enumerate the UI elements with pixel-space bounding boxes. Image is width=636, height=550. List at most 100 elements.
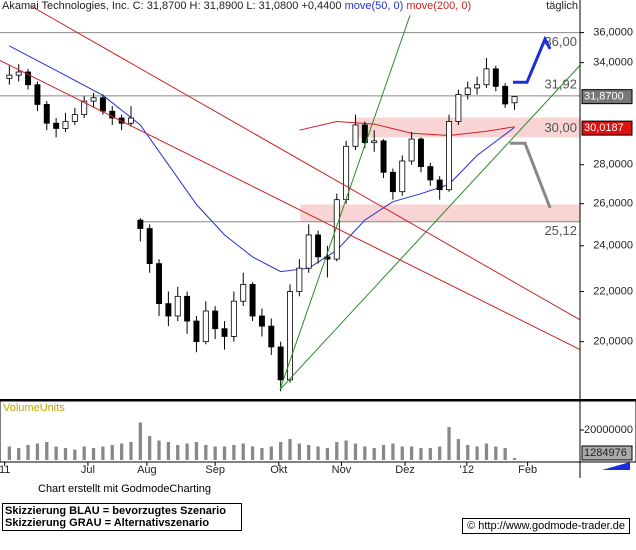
volume-bar [456, 439, 461, 460]
volume-bar [260, 448, 264, 460]
scenario-legend: Skizzierung BLAU = bevorzugtes Szenario … [2, 503, 242, 531]
candle-body [324, 256, 331, 260]
volume-bar [250, 446, 255, 460]
candle-body [352, 124, 359, 147]
x-tick-label: Jul [81, 464, 95, 476]
url: © http://www.godmode-trader.de [462, 518, 630, 534]
candle-body [268, 325, 275, 348]
x-tick-label: 11 [0, 464, 10, 476]
y-tick-label: 22,0000 [593, 285, 633, 297]
volume-bar [512, 458, 517, 460]
x-tick-label: Dez [395, 464, 415, 476]
volume-bar [484, 443, 489, 460]
volume-bar [409, 446, 414, 460]
trend-line [0, 60, 580, 351]
volume-bar [325, 448, 330, 460]
candle-body [99, 97, 106, 112]
logo-icon [602, 462, 630, 470]
volume-bar [129, 442, 133, 460]
credit: Chart erstellt mit GodmodeCharting [38, 483, 212, 495]
legend-line: Skizzierung GRAU = Alternativszenario [5, 517, 210, 529]
volume-box-label: 1284976 [584, 447, 627, 459]
candle-body [146, 228, 153, 265]
x-tick-label: Sep [205, 464, 225, 476]
volume-bar [45, 442, 49, 460]
volume-bar [232, 445, 236, 460]
volume-box [581, 445, 633, 461]
volume-bar [335, 442, 339, 460]
zone [300, 204, 580, 222]
candle-body [62, 121, 69, 129]
candle-body [287, 291, 293, 381]
chart-header: Akamai Technologies, Inc. C: 31,8700 H: … [2, 0, 471, 12]
volume-bar [438, 446, 442, 460]
candle-body [258, 315, 265, 327]
volume-bar [213, 446, 217, 460]
volume-bar [447, 427, 451, 460]
y-tick-label: 24,0000 [593, 240, 633, 252]
legend-line: Skizzierung BLAU = bevorzugtes Szenario [5, 505, 226, 517]
x-tick-label: Nov [332, 464, 352, 476]
candle-body [427, 166, 434, 181]
scenario-path [513, 35, 552, 84]
volume-bar [204, 445, 208, 460]
volume-bar [26, 445, 30, 460]
volume-bar [494, 446, 498, 460]
scenario-path [509, 141, 552, 209]
plot-background [0, 0, 636, 400]
y-tick-label: 34,0000 [593, 57, 633, 69]
volume-bar [176, 445, 180, 460]
candle-body [53, 122, 60, 129]
candle-body [417, 138, 424, 168]
candle-body [174, 295, 181, 317]
volume-bar [279, 442, 283, 460]
candle-body [277, 346, 284, 381]
volume-bar [269, 446, 273, 460]
plot-area [0, 5, 580, 392]
volume-bar [503, 448, 507, 460]
volume-bar [241, 443, 245, 460]
chart: Akamai Technologies, Inc. C: 31,8700 H: … [0, 0, 636, 478]
candle-body [361, 124, 368, 144]
period-label: täglich [546, 0, 578, 12]
y-tick-label: 28,0000 [593, 159, 633, 171]
y-tick-label: 26,0000 [593, 198, 633, 210]
volume-bar [119, 443, 124, 460]
volume-bar [166, 442, 171, 460]
candle-body [371, 140, 378, 144]
volume-bar [194, 442, 199, 460]
candle-body [315, 234, 322, 258]
candle-body [230, 300, 237, 337]
volume-bar [307, 445, 311, 460]
candle-body [399, 160, 406, 193]
candle-body [240, 284, 247, 302]
volume-bar [7, 446, 11, 460]
volume-bar [101, 446, 105, 460]
volume-bar [344, 440, 348, 460]
candle-body [184, 295, 191, 322]
volume-bar [353, 443, 358, 460]
volume-bar [91, 448, 96, 460]
volume-bar [63, 448, 68, 460]
volume-bar [297, 443, 301, 460]
candle-body [474, 84, 481, 89]
candle-body [483, 68, 490, 86]
level-label: 25,12 [544, 223, 577, 238]
volume-bar [466, 445, 470, 460]
volume-bar [148, 436, 152, 460]
x-tick-label: Feb [518, 464, 537, 476]
candle-body [127, 117, 134, 124]
candle-body [221, 328, 228, 337]
volume-bar [35, 443, 40, 460]
volume-bar [316, 446, 320, 460]
candle-body [380, 140, 387, 173]
price-box-label: 31,8700 [584, 91, 624, 103]
candle-body [193, 320, 200, 343]
volume-bar [17, 448, 21, 460]
volume-bar [288, 439, 292, 460]
volume-bar [419, 448, 423, 460]
candle-body [511, 96, 518, 104]
candle-body [71, 114, 78, 122]
volume-bar [54, 446, 58, 460]
candle-body [455, 94, 462, 122]
